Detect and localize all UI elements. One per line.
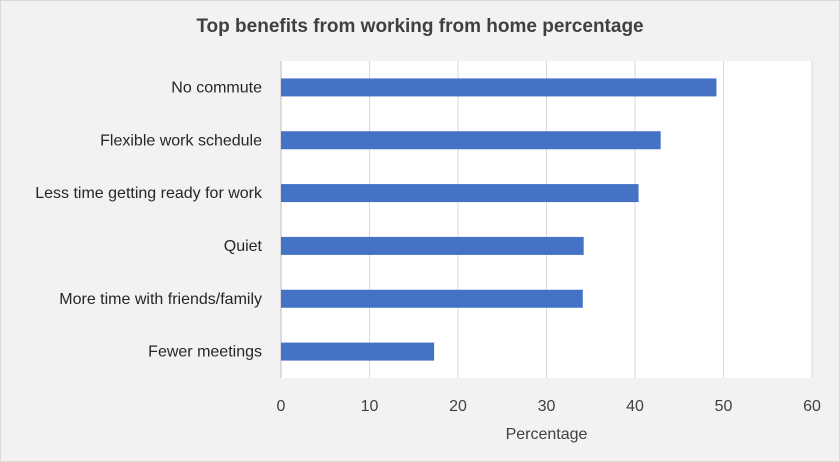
category-label: No commute (171, 79, 262, 96)
x-tick-label: 60 (803, 398, 821, 415)
x-tick-label: 0 (277, 398, 286, 415)
x-tick-label: 30 (538, 398, 556, 415)
x-tick-label: 40 (626, 398, 644, 415)
bar (281, 131, 661, 150)
category-label: Flexible work schedule (100, 132, 262, 149)
category-label: Quiet (224, 238, 263, 255)
bar (281, 236, 584, 255)
category-label: Fewer meetings (148, 344, 262, 361)
x-tick-label: 50 (715, 398, 733, 415)
chart-title: Top benefits from working from home perc… (196, 16, 644, 37)
bar (281, 289, 583, 308)
bar (281, 342, 435, 361)
category-label: Less time getting ready for work (35, 185, 263, 202)
bar (281, 184, 639, 203)
bar (281, 78, 717, 97)
x-tick-label: 20 (449, 398, 467, 415)
x-tick-label: 10 (361, 398, 379, 415)
x-axis-title: Percentage (506, 426, 588, 443)
category-label: More time with friends/family (59, 291, 262, 308)
